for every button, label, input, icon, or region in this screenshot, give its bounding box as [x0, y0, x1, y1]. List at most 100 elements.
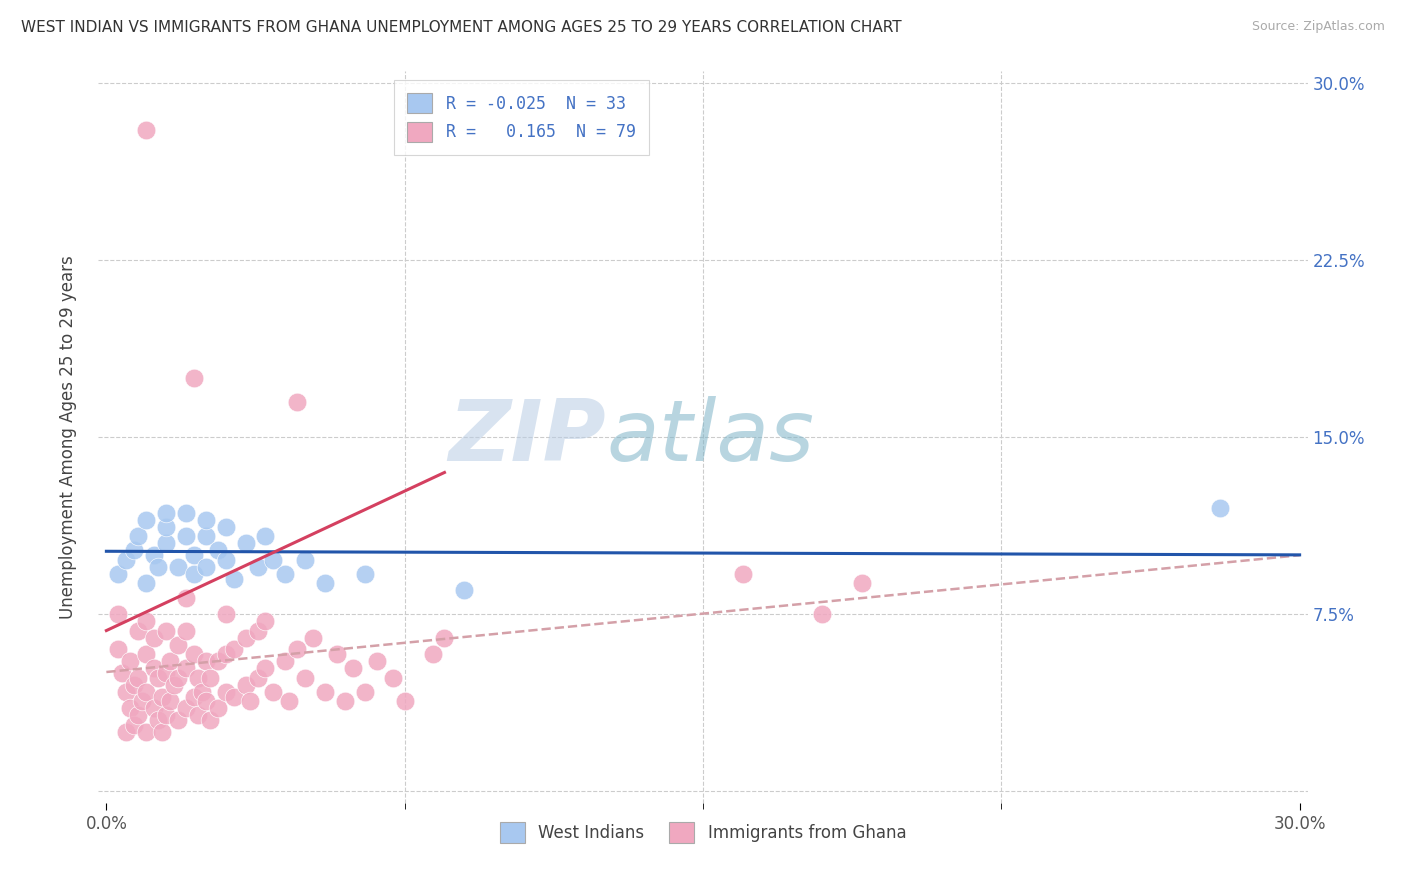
Point — [215, 520, 238, 534]
Point — [422, 647, 444, 661]
Text: Source: ZipAtlas.com: Source: ZipAtlas.com — [1251, 20, 1385, 33]
Text: ZIP: ZIP — [449, 395, 606, 479]
Point — [143, 661, 166, 675]
Point — [120, 654, 142, 668]
Point — [167, 671, 190, 685]
Point — [207, 654, 229, 668]
Point — [127, 671, 149, 685]
Point — [453, 583, 475, 598]
Point — [254, 529, 277, 543]
Point — [274, 566, 297, 581]
Point — [239, 694, 262, 708]
Y-axis label: Unemployment Among Ages 25 to 29 years: Unemployment Among Ages 25 to 29 years — [59, 255, 77, 619]
Point — [135, 123, 157, 137]
Point — [115, 553, 138, 567]
Point — [135, 576, 157, 591]
Point — [183, 690, 205, 704]
Point — [198, 713, 221, 727]
Point — [354, 685, 377, 699]
Point — [187, 708, 209, 723]
Point — [167, 638, 190, 652]
Point — [174, 506, 197, 520]
Point — [146, 559, 169, 574]
Point — [326, 647, 349, 661]
Point — [194, 559, 217, 574]
Point — [143, 548, 166, 562]
Point — [115, 685, 138, 699]
Point — [155, 624, 177, 638]
Point — [183, 647, 205, 661]
Point — [254, 614, 277, 628]
Point — [150, 725, 173, 739]
Point — [143, 701, 166, 715]
Point — [278, 694, 301, 708]
Point — [285, 394, 308, 409]
Point — [191, 685, 214, 699]
Point — [394, 694, 416, 708]
Point — [167, 713, 190, 727]
Text: WEST INDIAN VS IMMIGRANTS FROM GHANA UNEMPLOYMENT AMONG AGES 25 TO 29 YEARS CORR: WEST INDIAN VS IMMIGRANTS FROM GHANA UNE… — [21, 20, 901, 35]
Point — [183, 566, 205, 581]
Point — [354, 566, 377, 581]
Point — [131, 694, 153, 708]
Point — [294, 671, 316, 685]
Point — [122, 718, 145, 732]
Point — [135, 614, 157, 628]
Point — [194, 529, 217, 543]
Point — [174, 661, 197, 675]
Point — [183, 371, 205, 385]
Point — [194, 654, 217, 668]
Point — [381, 671, 404, 685]
Point — [811, 607, 834, 621]
Point — [111, 666, 134, 681]
Point — [314, 685, 336, 699]
Point — [163, 678, 186, 692]
Point — [246, 559, 269, 574]
Point — [235, 536, 257, 550]
Point — [246, 671, 269, 685]
Point — [222, 690, 245, 704]
Point — [262, 553, 284, 567]
Point — [174, 624, 197, 638]
Point — [246, 624, 269, 638]
Point — [222, 642, 245, 657]
Point — [285, 642, 308, 657]
Point — [731, 566, 754, 581]
Point — [127, 529, 149, 543]
Legend: West Indians, Immigrants from Ghana: West Indians, Immigrants from Ghana — [494, 815, 912, 849]
Point — [155, 536, 177, 550]
Point — [194, 694, 217, 708]
Point — [127, 708, 149, 723]
Point — [851, 576, 873, 591]
Point — [294, 553, 316, 567]
Point — [122, 543, 145, 558]
Point — [174, 591, 197, 605]
Point — [183, 548, 205, 562]
Point — [122, 678, 145, 692]
Point — [155, 506, 177, 520]
Point — [155, 666, 177, 681]
Point — [274, 654, 297, 668]
Point — [155, 520, 177, 534]
Point — [107, 566, 129, 581]
Point — [366, 654, 388, 668]
Point — [135, 685, 157, 699]
Point — [159, 694, 181, 708]
Point — [194, 513, 217, 527]
Point — [127, 624, 149, 638]
Point — [314, 576, 336, 591]
Point — [135, 725, 157, 739]
Point — [1209, 500, 1232, 515]
Point — [159, 654, 181, 668]
Point — [198, 671, 221, 685]
Point — [235, 631, 257, 645]
Point — [143, 631, 166, 645]
Point — [433, 631, 456, 645]
Point — [146, 671, 169, 685]
Point — [115, 725, 138, 739]
Text: atlas: atlas — [606, 395, 814, 479]
Point — [262, 685, 284, 699]
Point — [150, 690, 173, 704]
Point — [135, 647, 157, 661]
Point — [215, 607, 238, 621]
